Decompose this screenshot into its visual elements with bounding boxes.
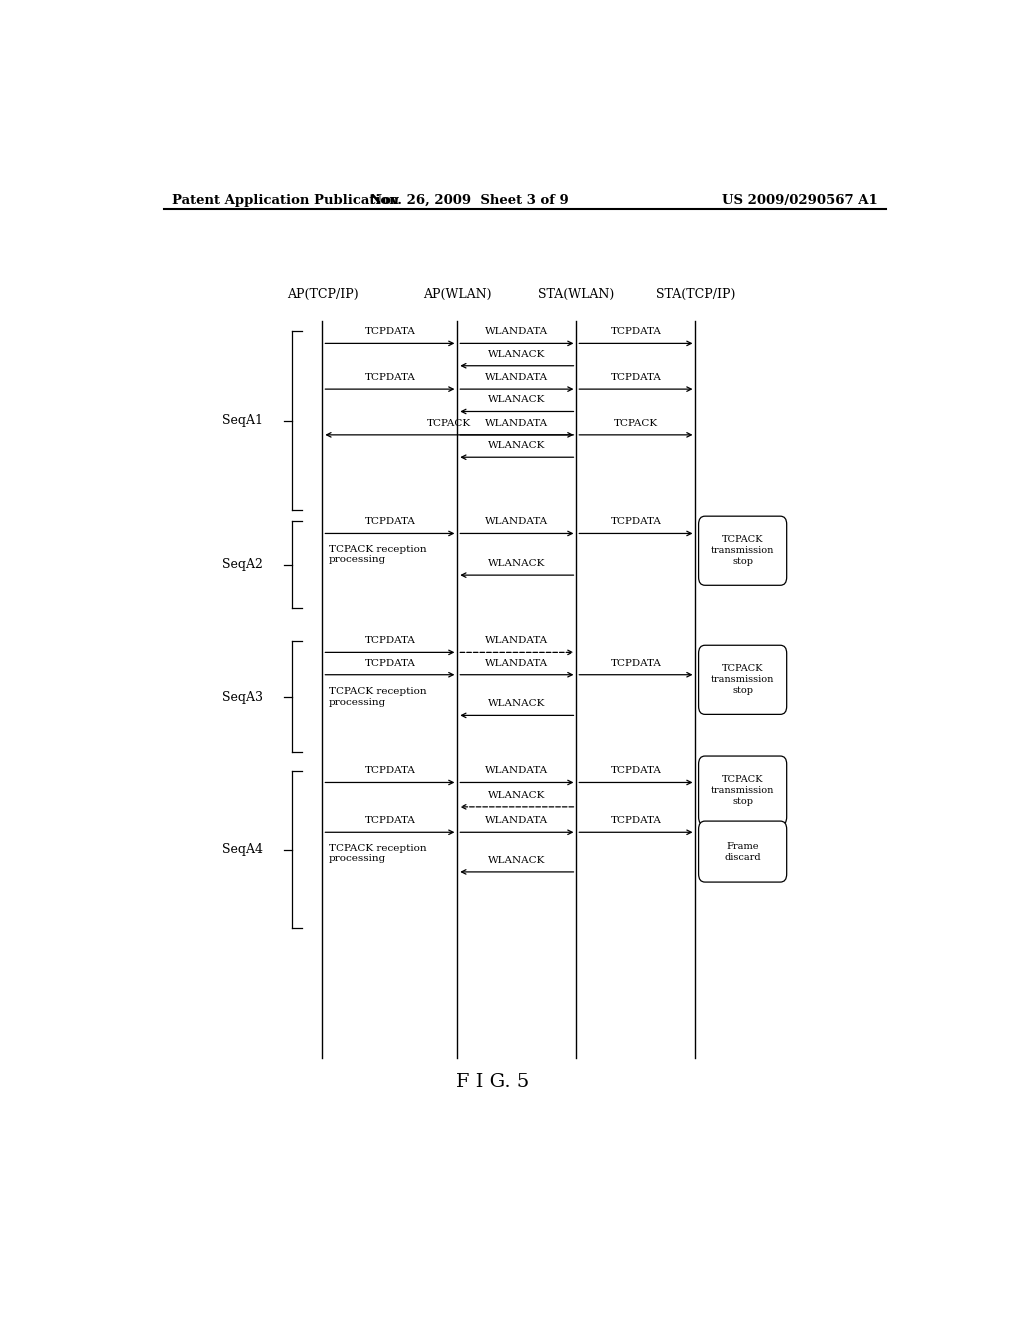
Text: Patent Application Publication: Patent Application Publication (172, 194, 398, 207)
FancyBboxPatch shape (698, 756, 786, 825)
Text: TCPACK
transmission
stop: TCPACK transmission stop (711, 664, 774, 696)
Text: WLANACK: WLANACK (488, 700, 546, 709)
Text: US 2009/0290567 A1: US 2009/0290567 A1 (722, 194, 878, 207)
Text: WLANACK: WLANACK (488, 855, 546, 865)
Text: WLANACK: WLANACK (488, 396, 546, 404)
Text: TCPDATA: TCPDATA (610, 327, 662, 337)
Text: TCPDATA: TCPDATA (610, 767, 662, 775)
Text: SeqA2: SeqA2 (222, 558, 263, 572)
Text: TCPACK
transmission
stop: TCPACK transmission stop (711, 535, 774, 566)
Text: TCPDATA: TCPDATA (610, 816, 662, 825)
Text: AP(TCP/IP): AP(TCP/IP) (287, 288, 358, 301)
Text: TCPDATA: TCPDATA (610, 374, 662, 381)
Text: WLANACK: WLANACK (488, 558, 546, 568)
Text: TCPDATA: TCPDATA (365, 659, 416, 668)
Text: WLANDATA: WLANDATA (485, 767, 549, 775)
Text: TCPACK
transmission
stop: TCPACK transmission stop (711, 775, 774, 807)
Text: Nov. 26, 2009  Sheet 3 of 9: Nov. 26, 2009 Sheet 3 of 9 (370, 194, 568, 207)
Text: TCPDATA: TCPDATA (365, 816, 416, 825)
FancyBboxPatch shape (698, 645, 786, 714)
Text: TCPDATA: TCPDATA (610, 659, 662, 668)
Text: TCPDATA: TCPDATA (365, 767, 416, 775)
Text: STA(WLAN): STA(WLAN) (539, 288, 614, 301)
Text: Frame
discard: Frame discard (724, 842, 761, 862)
Text: WLANACK: WLANACK (488, 350, 546, 359)
Text: WLANDATA: WLANDATA (485, 418, 549, 428)
FancyBboxPatch shape (698, 821, 786, 882)
Text: SeqA1: SeqA1 (222, 414, 263, 428)
Text: AP(WLAN): AP(WLAN) (423, 288, 492, 301)
Text: TCPDATA: TCPDATA (365, 374, 416, 381)
Text: WLANACK: WLANACK (488, 791, 546, 800)
Text: WLANDATA: WLANDATA (485, 659, 549, 668)
Text: WLANDATA: WLANDATA (485, 816, 549, 825)
Text: WLANACK: WLANACK (488, 441, 546, 450)
Text: TCPACK reception
processing: TCPACK reception processing (329, 688, 426, 706)
Text: WLANDATA: WLANDATA (485, 327, 549, 337)
Text: TCPDATA: TCPDATA (365, 517, 416, 527)
Text: TCPACK: TCPACK (613, 418, 658, 428)
Text: WLANDATA: WLANDATA (485, 517, 549, 527)
Text: TCPACK reception
processing: TCPACK reception processing (329, 545, 426, 565)
Text: WLANDATA: WLANDATA (485, 374, 549, 381)
Text: F I G. 5: F I G. 5 (457, 1073, 529, 1092)
Text: TCPACK: TCPACK (427, 418, 471, 428)
Text: TCPACK reception
processing: TCPACK reception processing (329, 843, 426, 863)
Text: STA(TCP/IP): STA(TCP/IP) (655, 288, 735, 301)
Text: TCPDATA: TCPDATA (365, 636, 416, 645)
FancyBboxPatch shape (698, 516, 786, 585)
Text: TCPDATA: TCPDATA (365, 327, 416, 337)
Text: SeqA3: SeqA3 (222, 690, 263, 704)
Text: TCPDATA: TCPDATA (610, 517, 662, 527)
Text: WLANDATA: WLANDATA (485, 636, 549, 645)
Text: SeqA4: SeqA4 (222, 843, 263, 857)
